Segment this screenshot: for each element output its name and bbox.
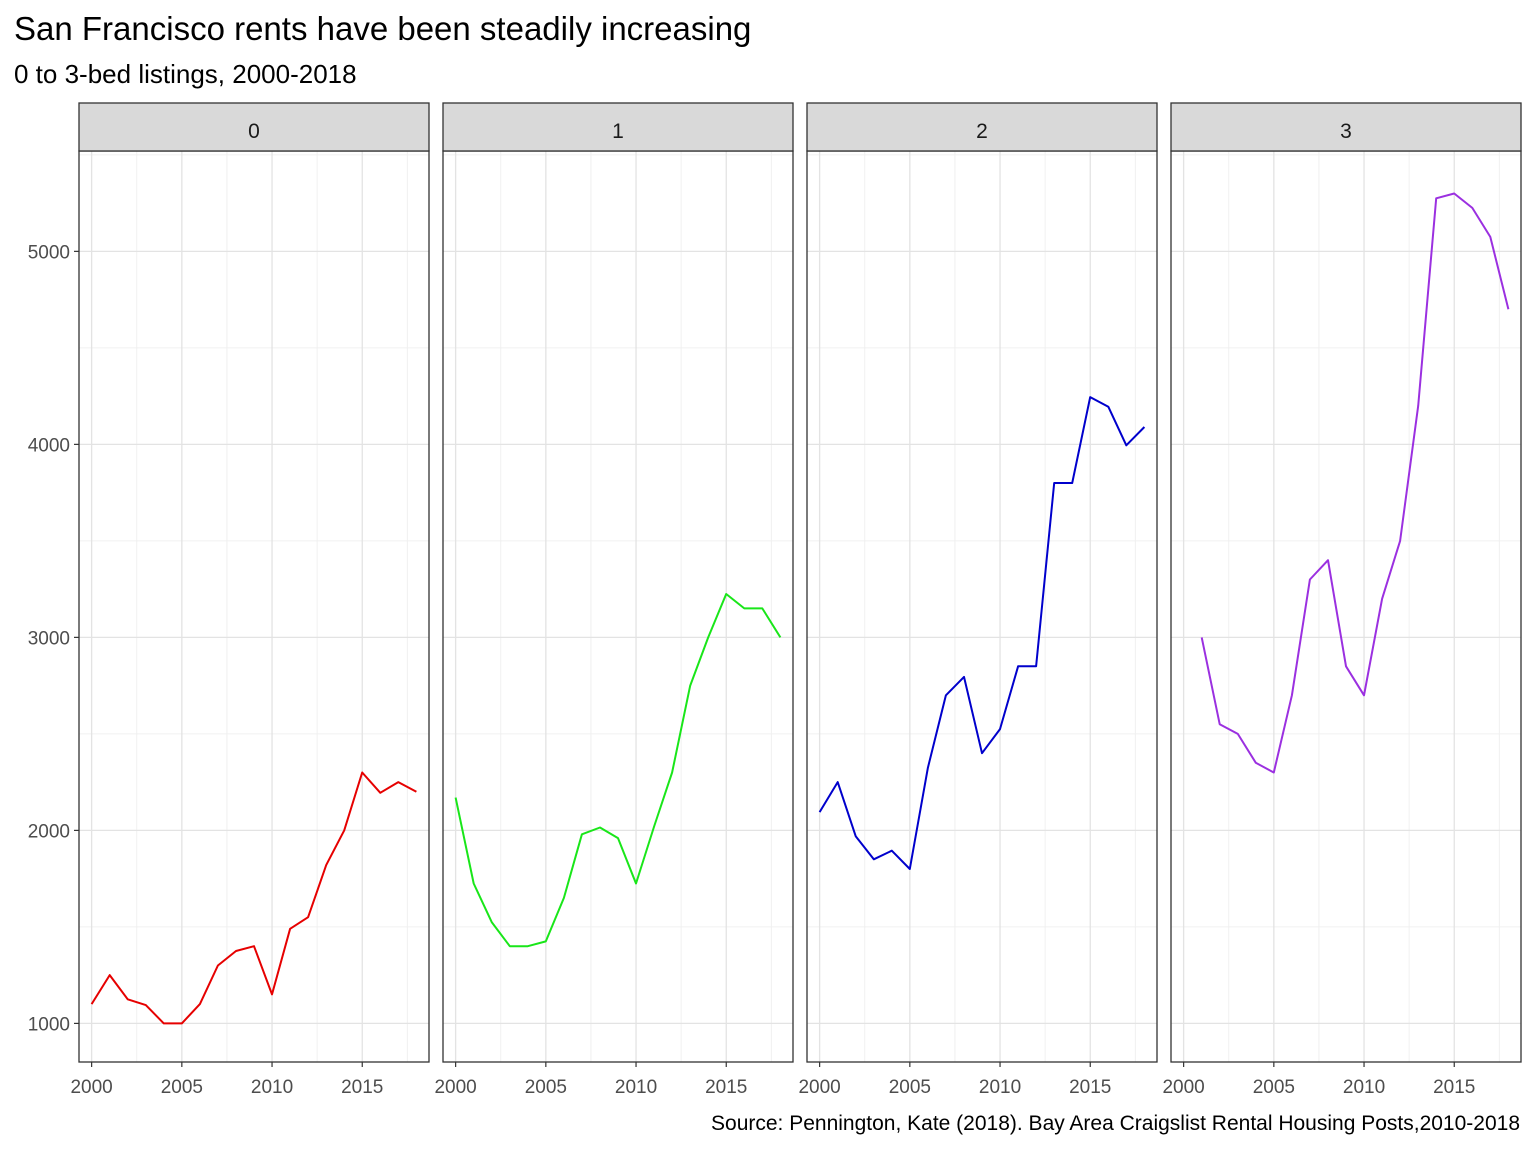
x-tick-label: 2000: [1162, 1077, 1204, 1098]
x-tick-label: 2005: [161, 1077, 203, 1098]
panel-border: [806, 150, 1158, 1063]
series-line-1: [454, 593, 782, 948]
facet-strip: [78, 102, 430, 152]
x-tick-label: 2015: [1069, 1077, 1111, 1098]
y-tick-label: 4000: [28, 435, 70, 456]
panel-border: [1170, 150, 1522, 1063]
y-tick-label: 5000: [28, 242, 70, 263]
facet-strip-label: 0: [248, 120, 260, 143]
x-tick-label: 2000: [798, 1077, 840, 1098]
x-tick-label: 2010: [1343, 1077, 1385, 1098]
series-line-2: [818, 396, 1146, 870]
facet-strip-label: 3: [1340, 120, 1352, 143]
x-tick-label: 2010: [615, 1077, 657, 1098]
x-tick-label: 2000: [70, 1077, 112, 1098]
x-tick-label: 2010: [251, 1077, 293, 1098]
y-tick-label: 2000: [28, 821, 70, 842]
x-tick-label: 2005: [1253, 1077, 1295, 1098]
x-tick-label: 2015: [341, 1077, 383, 1098]
series-line-0: [90, 771, 417, 1025]
y-tick-label: 3000: [28, 628, 70, 649]
x-tick-label: 2015: [1433, 1077, 1475, 1098]
y-tick-label: 1000: [28, 1014, 70, 1035]
facet-strip: [442, 102, 794, 152]
x-tick-label: 2005: [889, 1077, 931, 1098]
facet-strip-label: 2: [976, 120, 988, 143]
chart-caption: Source: Pennington, Kate (2018). Bay Are…: [711, 1112, 1520, 1135]
x-tick-label: 2005: [525, 1077, 567, 1098]
x-tick-label: 2010: [979, 1077, 1021, 1098]
panel-border: [78, 150, 430, 1063]
facet-strip: [806, 102, 1158, 152]
facet-strip: [1170, 102, 1522, 152]
chart-subtitle: 0 to 3-bed listings, 2000-2018: [14, 59, 357, 89]
series-line-3: [1200, 192, 1510, 774]
x-tick-label: 2015: [705, 1077, 747, 1098]
x-tick-label: 2000: [434, 1077, 476, 1098]
chart-title: San Francisco rents have been steadily i…: [14, 10, 752, 47]
facet-strip-label: 1: [612, 120, 624, 143]
